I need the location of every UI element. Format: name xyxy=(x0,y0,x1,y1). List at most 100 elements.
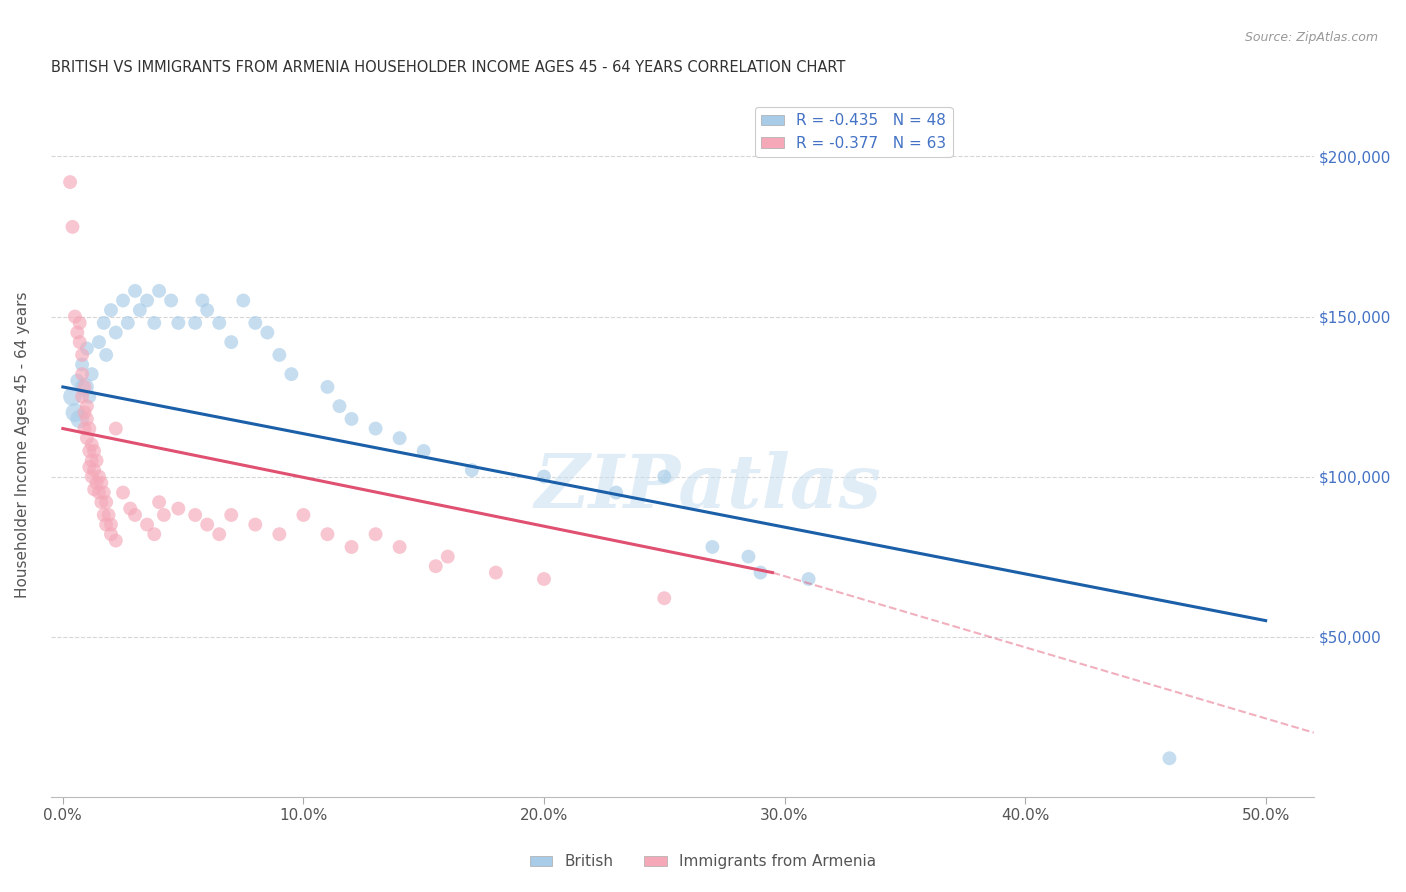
Y-axis label: Householder Income Ages 45 - 64 years: Householder Income Ages 45 - 64 years xyxy=(15,292,30,598)
Point xyxy=(425,559,447,574)
Point xyxy=(83,463,105,477)
Point xyxy=(340,412,363,426)
Point xyxy=(124,284,146,298)
Point xyxy=(388,540,411,554)
Point xyxy=(80,453,103,467)
Point xyxy=(87,469,110,483)
Point xyxy=(245,517,267,532)
Text: ZIPatlas: ZIPatlas xyxy=(534,450,882,523)
Point xyxy=(111,485,134,500)
Point xyxy=(79,390,101,404)
Point xyxy=(340,540,363,554)
Point xyxy=(76,412,98,426)
Point xyxy=(62,219,84,234)
Point xyxy=(797,572,820,586)
Point xyxy=(208,316,231,330)
Legend: British, Immigrants from Armenia: British, Immigrants from Armenia xyxy=(523,848,883,875)
Point xyxy=(79,444,101,458)
Point xyxy=(66,374,89,388)
Point xyxy=(605,485,627,500)
Point xyxy=(232,293,254,308)
Point xyxy=(328,399,350,413)
Point xyxy=(292,508,315,522)
Point xyxy=(104,326,127,340)
Point xyxy=(96,517,118,532)
Point xyxy=(167,501,190,516)
Point xyxy=(76,342,98,356)
Point xyxy=(66,326,89,340)
Point xyxy=(73,380,96,394)
Point xyxy=(104,421,127,435)
Point xyxy=(69,335,91,350)
Point xyxy=(245,316,267,330)
Point xyxy=(749,566,772,580)
Point xyxy=(63,405,86,419)
Point xyxy=(195,303,218,318)
Point xyxy=(100,527,122,541)
Point xyxy=(148,284,170,298)
Point xyxy=(136,517,159,532)
Point xyxy=(70,348,93,362)
Point xyxy=(652,469,675,483)
Point xyxy=(93,485,115,500)
Point xyxy=(93,508,115,522)
Point xyxy=(80,367,103,381)
Point xyxy=(153,508,176,522)
Point xyxy=(280,367,302,381)
Point xyxy=(412,444,434,458)
Point xyxy=(124,508,146,522)
Point xyxy=(120,501,142,516)
Point xyxy=(87,335,110,350)
Point xyxy=(70,390,93,404)
Point xyxy=(69,316,91,330)
Point xyxy=(652,591,675,606)
Point xyxy=(70,367,93,381)
Point xyxy=(160,293,183,308)
Point xyxy=(93,316,115,330)
Point xyxy=(73,380,96,394)
Point xyxy=(73,421,96,435)
Point xyxy=(461,463,484,477)
Point xyxy=(79,459,101,474)
Point xyxy=(388,431,411,445)
Point xyxy=(80,437,103,451)
Point xyxy=(533,469,555,483)
Point xyxy=(148,495,170,509)
Text: BRITISH VS IMMIGRANTS FROM ARMENIA HOUSEHOLDER INCOME AGES 45 - 64 YEARS CORRELA: BRITISH VS IMMIGRANTS FROM ARMENIA HOUSE… xyxy=(51,60,845,75)
Point xyxy=(1159,751,1181,765)
Point xyxy=(737,549,759,564)
Text: Source: ZipAtlas.com: Source: ZipAtlas.com xyxy=(1244,31,1378,45)
Point xyxy=(97,508,120,522)
Legend: R = -0.435   N = 48, R = -0.377   N = 63: R = -0.435 N = 48, R = -0.377 N = 63 xyxy=(755,107,952,157)
Point xyxy=(73,405,96,419)
Point xyxy=(117,316,139,330)
Point xyxy=(83,483,105,497)
Point xyxy=(143,527,166,541)
Point xyxy=(533,572,555,586)
Point xyxy=(256,326,278,340)
Point xyxy=(90,475,112,490)
Point xyxy=(208,527,231,541)
Point xyxy=(59,175,82,189)
Point xyxy=(100,517,122,532)
Point xyxy=(219,508,242,522)
Point xyxy=(702,540,724,554)
Point xyxy=(104,533,127,548)
Point xyxy=(167,316,190,330)
Point xyxy=(269,348,291,362)
Point xyxy=(87,485,110,500)
Point xyxy=(69,412,91,426)
Point xyxy=(269,527,291,541)
Point xyxy=(83,444,105,458)
Point xyxy=(111,293,134,308)
Point xyxy=(76,431,98,445)
Point xyxy=(96,348,118,362)
Point xyxy=(364,527,387,541)
Point xyxy=(364,421,387,435)
Point xyxy=(90,495,112,509)
Point xyxy=(62,390,84,404)
Point xyxy=(136,293,159,308)
Point xyxy=(436,549,458,564)
Point xyxy=(76,399,98,413)
Point xyxy=(80,469,103,483)
